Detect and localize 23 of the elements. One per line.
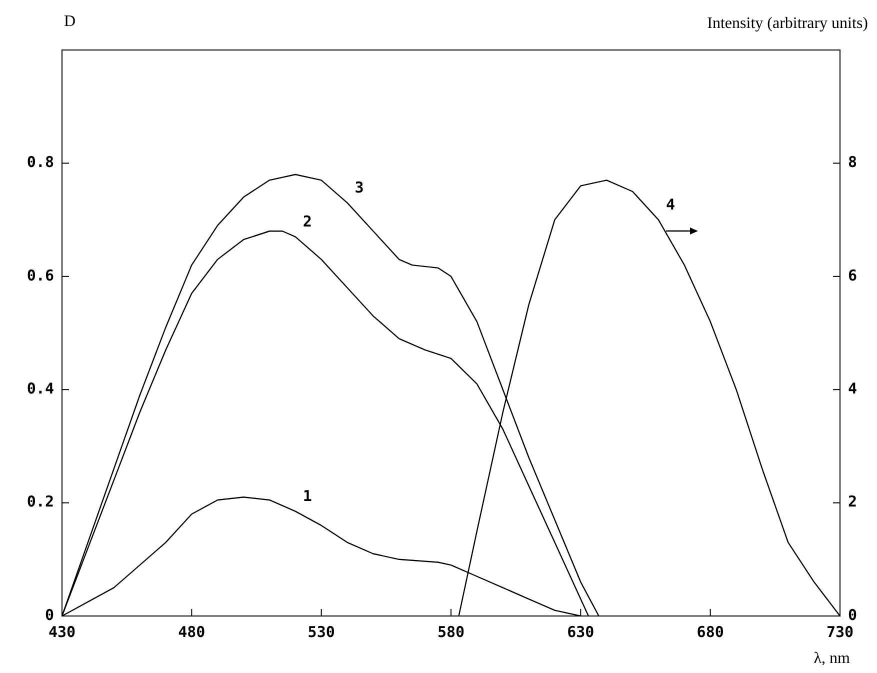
series-label: 3 xyxy=(354,178,364,197)
x-tick-label: 730 xyxy=(826,622,854,641)
y2-axis-title: Intensity (arbitrary units) xyxy=(707,15,868,32)
y-tick-label: 0.8 xyxy=(26,153,54,172)
y2-tick-label: 2 xyxy=(848,492,858,511)
series-label: 1 xyxy=(302,487,312,506)
y2-tick-label: 4 xyxy=(848,379,858,398)
y-tick-label: 0 xyxy=(44,606,54,624)
series-label: 4 xyxy=(666,196,675,214)
x-tick-label: 530 xyxy=(308,622,335,641)
y2-tick-label: 6 xyxy=(848,266,858,284)
y2-tick-label: 8 xyxy=(848,153,858,172)
x-tick-label: 580 xyxy=(437,622,465,641)
x-tick-label: 480 xyxy=(178,622,206,641)
x-tick-label: 630 xyxy=(567,622,594,641)
y-tick-label: 0.4 xyxy=(26,379,54,398)
y-axis-title: D xyxy=(64,13,76,30)
y2-tick-label: 0 xyxy=(848,606,858,624)
x-tick-label: 680 xyxy=(696,622,724,641)
x-tick-label: 430 xyxy=(48,622,76,641)
series-label: 2 xyxy=(302,212,312,231)
y-tick-label: 0.2 xyxy=(26,492,54,511)
y-tick-label: 0.6 xyxy=(26,266,54,284)
